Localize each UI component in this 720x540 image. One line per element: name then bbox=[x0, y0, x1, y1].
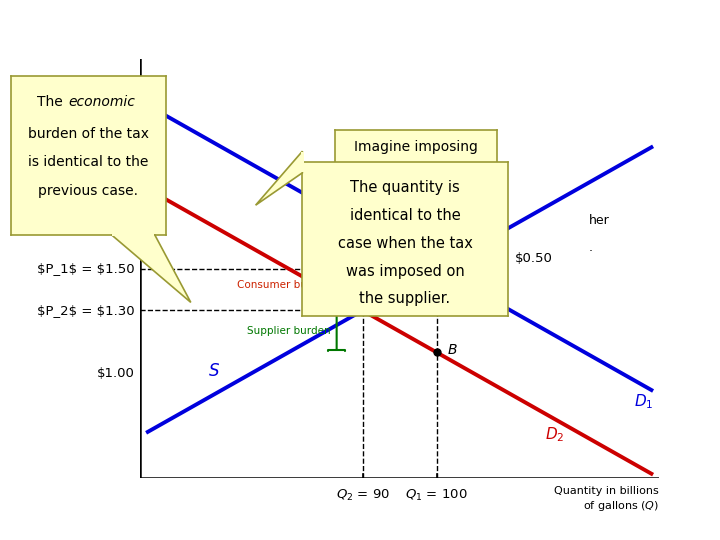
Text: S: S bbox=[210, 362, 220, 380]
Text: $P_1$ = $1.50: $P_1$ = $1.50 bbox=[37, 262, 135, 275]
Text: Imagine imposing: Imagine imposing bbox=[354, 140, 478, 154]
Text: C: C bbox=[374, 301, 384, 315]
Text: burden of the tax: burden of the tax bbox=[27, 126, 149, 140]
Text: $0.50: $0.50 bbox=[514, 252, 552, 265]
Text: was imposed on: was imposed on bbox=[346, 264, 464, 279]
Text: $D_1$: $D_1$ bbox=[634, 392, 654, 411]
Text: identical to the: identical to the bbox=[350, 208, 460, 223]
Text: $Q_1$ = 100: $Q_1$ = 100 bbox=[405, 488, 468, 503]
Text: case when the tax: case when the tax bbox=[338, 236, 472, 251]
Text: .: . bbox=[588, 241, 593, 254]
Text: Supplier burden: Supplier burden bbox=[247, 326, 330, 336]
Text: $D_2$: $D_2$ bbox=[546, 426, 564, 444]
Text: $Q_2$ = 90: $Q_2$ = 90 bbox=[336, 488, 390, 503]
Text: A: A bbox=[448, 260, 457, 274]
Text: the supplier.: the supplier. bbox=[359, 291, 451, 306]
Text: $P_2$ = $1.30: $P_2$ = $1.30 bbox=[37, 304, 135, 317]
Text: $1.00: $1.00 bbox=[96, 367, 135, 380]
Text: The: The bbox=[37, 94, 67, 109]
Text: is identical to the: is identical to the bbox=[28, 156, 148, 169]
Text: Consumer burden: Consumer burden bbox=[237, 280, 330, 291]
Text: economic: economic bbox=[68, 94, 135, 109]
Text: Quantity in billions
of gallons ($Q$): Quantity in billions of gallons ($Q$) bbox=[554, 486, 659, 513]
Text: The quantity is: The quantity is bbox=[350, 180, 460, 195]
Text: Figure 3: Figure 3 bbox=[18, 18, 96, 36]
Text: previous case.: previous case. bbox=[38, 184, 138, 198]
Text: her: her bbox=[588, 214, 609, 227]
Text: B: B bbox=[448, 343, 457, 357]
